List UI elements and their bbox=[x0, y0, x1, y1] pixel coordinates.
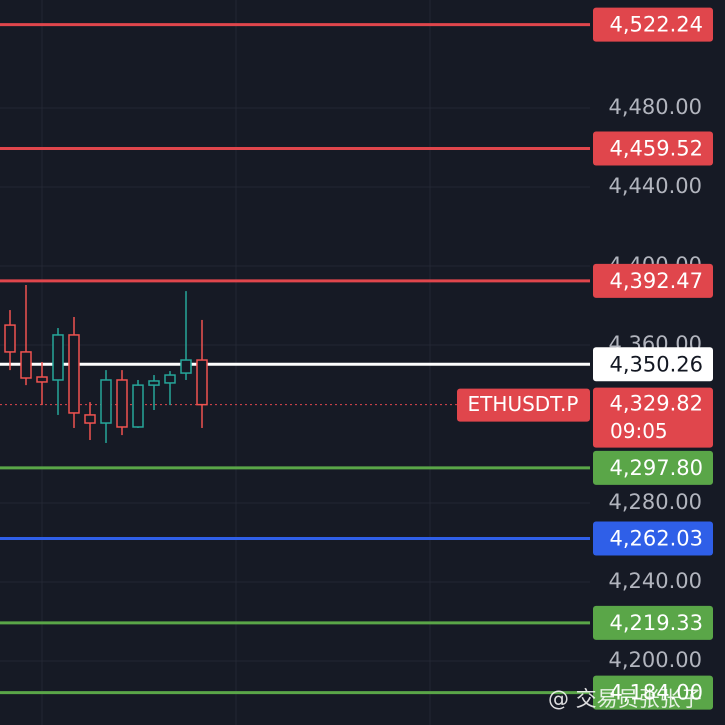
price-label-box bbox=[593, 263, 713, 298]
last-price-box bbox=[593, 387, 713, 448]
candle-body bbox=[148, 380, 160, 386]
candle-body bbox=[20, 351, 32, 379]
price-label-box bbox=[593, 521, 713, 556]
price-label: 4,522.24 bbox=[609, 13, 703, 37]
price-label: 4,219.33 bbox=[609, 611, 703, 635]
candle-body bbox=[84, 414, 96, 424]
candle-body bbox=[164, 374, 176, 384]
candle-body bbox=[4, 324, 16, 353]
candle-body bbox=[180, 359, 192, 374]
candle-body bbox=[100, 379, 112, 424]
price-label: 4,297.80 bbox=[609, 456, 703, 480]
price-label: 4,184.00 bbox=[609, 681, 703, 705]
symbol-label-box bbox=[457, 388, 590, 422]
y-tick-label: 4,280.00 bbox=[608, 490, 702, 514]
symbol-label: ETHUSDT.P bbox=[468, 392, 579, 416]
y-tick-label: 4,440.00 bbox=[608, 174, 702, 198]
price-label-box bbox=[593, 605, 713, 640]
price-label-box bbox=[593, 7, 713, 42]
candle-body bbox=[52, 334, 64, 381]
price-label: 4,392.47 bbox=[609, 269, 703, 293]
price-label: 4,459.52 bbox=[609, 136, 703, 160]
candle-body bbox=[196, 359, 208, 406]
price-label: 4,262.03 bbox=[609, 527, 703, 551]
countdown-label: 09:05 bbox=[610, 419, 668, 443]
candle-body bbox=[116, 379, 128, 428]
last-price-label: 4,329.82 bbox=[609, 392, 703, 416]
y-tick-label: 4,200.00 bbox=[608, 648, 702, 672]
price-label: 4,350.26 bbox=[609, 352, 703, 376]
watermark: @ 交易员张张子 bbox=[548, 687, 702, 711]
price-label-box bbox=[593, 675, 713, 710]
price-label-box bbox=[593, 131, 713, 166]
y-tick-label: 4,240.00 bbox=[608, 569, 702, 593]
price-label-box bbox=[593, 450, 713, 485]
candle-body bbox=[36, 376, 48, 383]
candle-body bbox=[132, 384, 144, 428]
price-label-box bbox=[593, 347, 713, 382]
candle-body bbox=[68, 334, 80, 414]
y-tick-label: 4,480.00 bbox=[608, 95, 702, 119]
